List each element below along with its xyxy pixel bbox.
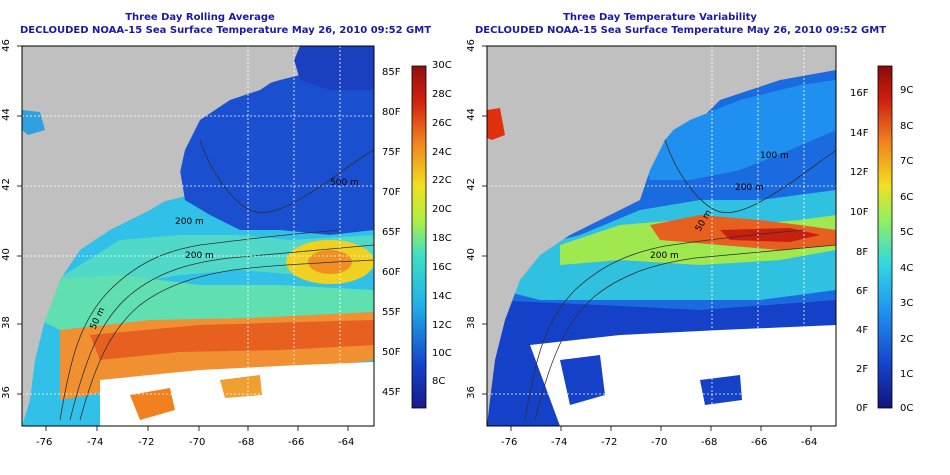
left-xtick-label: -76 bbox=[36, 437, 53, 448]
right-coast bbox=[487, 46, 760, 426]
right-ytick-label: 40 bbox=[465, 248, 477, 261]
right-ytick-label: 38 bbox=[465, 316, 477, 329]
right-title-line2: DECLOUDED NOAA-15 Sea Surface Temperatur… bbox=[475, 25, 887, 36]
left-title-line2: DECLOUDED NOAA-15 Sea Surface Temperatur… bbox=[20, 25, 432, 36]
left-xtick-label: -72 bbox=[138, 437, 155, 448]
left-cbar-f-label: 65F bbox=[382, 227, 401, 238]
right-cbar-c-label: 4C bbox=[900, 263, 914, 274]
right-ytick-label: 44 bbox=[465, 108, 477, 121]
right-tick-marks bbox=[482, 45, 812, 431]
right-xtick-label: -64 bbox=[801, 437, 818, 448]
right-cbar-c-label: 8C bbox=[900, 121, 914, 132]
left-cbar-c-label: 30C bbox=[432, 60, 452, 71]
right-cbar-f-label: 10F bbox=[850, 207, 869, 218]
left-coast bbox=[22, 46, 300, 426]
left-cbar-c-label: 20C bbox=[432, 204, 452, 215]
left-ytick-label: 46 bbox=[0, 39, 12, 52]
left-cbar-f-label: 55F bbox=[382, 307, 401, 318]
left-xtick-label: -68 bbox=[238, 437, 255, 448]
left-tick-marks bbox=[17, 45, 349, 431]
right-xtick-label: -72 bbox=[601, 437, 618, 448]
right-cbar-f-label: 6F bbox=[856, 286, 869, 297]
right-map-frame bbox=[486, 45, 837, 427]
left-ytick-label: 36 bbox=[0, 386, 12, 399]
right-cbar-c-label: 7C bbox=[900, 156, 914, 167]
left-ytick-label: 42 bbox=[0, 178, 12, 191]
left-xtick-label: -74 bbox=[87, 437, 104, 448]
right-cbar-c-label: 2C bbox=[900, 334, 914, 345]
left-xtick-label: -66 bbox=[288, 437, 305, 448]
right-cbar-c-label: 6C bbox=[900, 192, 914, 203]
right-cbar-f-label: 14F bbox=[850, 128, 869, 139]
left-contour-label-3: 200 m bbox=[175, 217, 204, 227]
left-contour-50m bbox=[59, 229, 341, 421]
right-cbar-c-label: 5C bbox=[900, 227, 914, 238]
left-cbar-f-label: 75F bbox=[382, 147, 401, 158]
right-contour-50m bbox=[524, 229, 806, 421]
right-xtick-label: -76 bbox=[501, 437, 518, 448]
right-cbar-f-label: 0F bbox=[856, 403, 869, 414]
left-contour-200m bbox=[69, 244, 374, 421]
left-cbar-c-label: 28C bbox=[432, 89, 452, 100]
left-ytick-label: 38 bbox=[0, 316, 12, 329]
left-colorbar bbox=[411, 65, 427, 409]
left-cbar-c-label: 10C bbox=[432, 348, 452, 359]
right-no-data bbox=[530, 325, 836, 426]
left-cbar-f-label: 70F bbox=[382, 187, 401, 198]
left-cbar-c-label: 16C bbox=[432, 262, 452, 273]
left-ocean-gulf bbox=[180, 70, 374, 235]
right-ytick-label: 36 bbox=[465, 386, 477, 399]
left-contour-label-4: 500 m bbox=[330, 178, 359, 188]
left-map bbox=[22, 46, 374, 426]
left-cbar-f-label: 45F bbox=[382, 387, 401, 398]
right-gridlines bbox=[487, 46, 836, 426]
left-cbar-f-label: 80F bbox=[382, 107, 401, 118]
left-cbar-f-label: 85F bbox=[382, 67, 401, 78]
right-cbar-f-label: 8F bbox=[856, 247, 869, 258]
left-xtick-label: -70 bbox=[189, 437, 206, 448]
left-xtick-label: -64 bbox=[338, 437, 355, 448]
left-cbar-f-label: 50F bbox=[382, 347, 401, 358]
right-title-line1: Three Day Temperature Variability bbox=[563, 12, 757, 23]
left-cbar-c-label: 12C bbox=[432, 320, 452, 331]
right-contour-label-3: 200 m bbox=[735, 183, 764, 193]
right-contour-200m bbox=[534, 244, 836, 421]
left-ocean-north bbox=[290, 46, 374, 90]
left-cbar-c-label: 26C bbox=[432, 118, 452, 129]
right-cbar-c-label: 3C bbox=[900, 298, 914, 309]
right-xtick-label: -74 bbox=[551, 437, 568, 448]
right-cbar-c-label: 9C bbox=[900, 85, 914, 96]
left-cbar-c-label: 14C bbox=[432, 291, 452, 302]
left-title-line1: Three Day Rolling Average bbox=[125, 12, 275, 23]
left-cbar-c-label: 18C bbox=[432, 233, 452, 244]
right-cbar-c-label: 0C bbox=[900, 403, 914, 414]
right-xtick-label: -66 bbox=[751, 437, 768, 448]
left-contour-label-1: 200 m bbox=[185, 251, 214, 261]
left-cbar-c-label: 22C bbox=[432, 175, 452, 186]
right-cbar-f-label: 2F bbox=[856, 364, 869, 375]
left-ytick-label: 40 bbox=[0, 248, 12, 261]
right-ytick-label: 42 bbox=[465, 178, 477, 191]
left-ytick-label: 44 bbox=[0, 108, 12, 121]
right-contour-label-1: 200 m bbox=[650, 251, 679, 261]
right-xtick-label: -68 bbox=[701, 437, 718, 448]
right-contour-label-4: 100 m bbox=[760, 151, 789, 161]
right-cbar-f-label: 12F bbox=[850, 167, 869, 178]
right-cbar-c-label: 1C bbox=[900, 369, 914, 380]
right-cbar-f-label: 4F bbox=[856, 325, 869, 336]
right-xtick-label: -70 bbox=[651, 437, 668, 448]
left-cbar-f-label: 60F bbox=[382, 267, 401, 278]
right-map bbox=[487, 46, 836, 426]
left-cbar-c-label: 24C bbox=[432, 147, 452, 158]
right-ytick-label: 46 bbox=[465, 39, 477, 52]
left-gridlines bbox=[22, 46, 374, 426]
right-cbar-f-label: 16F bbox=[850, 88, 869, 99]
left-map-frame bbox=[21, 45, 375, 427]
right-colorbar bbox=[877, 65, 893, 409]
left-cbar-c-label: 8C bbox=[432, 376, 446, 387]
